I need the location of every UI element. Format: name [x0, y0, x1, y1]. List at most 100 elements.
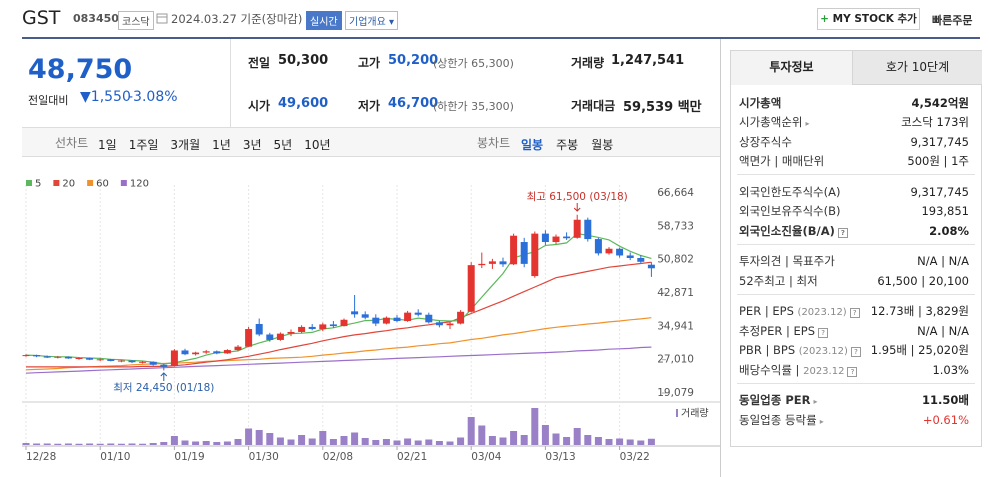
candle-body — [637, 257, 645, 262]
info-sub: 2023.12 — [803, 365, 845, 377]
interval-button[interactable]: 일봉 — [521, 138, 544, 152]
info-label-wrap: PBR | BPS (2023.12)? — [739, 343, 861, 357]
help-icon[interactable]: ? — [837, 227, 848, 238]
x-tick-label: 03/22 — [620, 451, 650, 463]
info-row: 추정PER | EPS? N/A | N/A — [739, 321, 969, 340]
candle-body — [96, 359, 104, 361]
change-label: 전일대비 — [28, 94, 69, 107]
info-label: 외국인한도주식수(A) — [739, 184, 841, 199]
info-row: PER | EPS (2023.12)? 12.73배 | 3,829원 — [739, 302, 969, 321]
summary-value: 50,200 — [388, 53, 439, 68]
info-label-wrap: 동일업종 PER ▸ — [739, 392, 817, 408]
period-button[interactable]: 1년 — [212, 138, 231, 152]
quick-order[interactable]: 빠른주문 — [932, 14, 973, 27]
info-value: 500원 | 1주 — [907, 154, 969, 168]
info-label-wrap: 외국인소진율(B/A)? — [739, 223, 848, 239]
price-chart: 12/28 01/10 01/19 01/30 02/08 02/21 03/04 03/13… — [22, 179, 720, 463]
tab[interactable]: 호가 10단계 — [852, 51, 982, 85]
link-arrow: ▸ — [819, 416, 824, 426]
period-button[interactable]: 3년 — [242, 138, 262, 152]
info-row: 52주최고 | 최저 61,500 | 20,100 — [739, 271, 969, 290]
info-value: 1.03% — [932, 362, 969, 377]
help-icon[interactable]: ? — [850, 347, 861, 357]
info-value: 코스닥 173위 — [901, 115, 969, 129]
y-tick-label: 42,871 — [657, 287, 694, 299]
legend-swatch — [26, 180, 32, 186]
info-value: 12.73배 | 3,829원 — [870, 304, 969, 318]
ma-line — [25, 232, 652, 365]
info-label-wrap: 배당수익률 | 2023.12? — [739, 362, 858, 378]
period-button[interactable]: 1일 — [98, 138, 117, 152]
candle-body — [139, 361, 147, 363]
period-button[interactable]: 3개월 — [170, 138, 201, 152]
company-menu-label[interactable]: 기업개요 — [349, 17, 386, 28]
legend-label: 20 — [62, 179, 75, 190]
volume-bar — [117, 443, 125, 445]
mystock-label[interactable]: MY STOCK 추가 — [832, 13, 917, 25]
candle-body — [382, 317, 390, 324]
interval-button[interactable]: 월봉 — [591, 138, 614, 152]
mystock-button[interactable]: + MY STOCK 추가 — [817, 8, 920, 30]
volume-bar — [425, 439, 433, 445]
summary-value: 1,247,541 — [611, 53, 685, 68]
y-tick-label: 50,802 — [657, 254, 694, 266]
volume-bar — [446, 441, 454, 445]
info-label: 동일업종 PER — [739, 393, 811, 407]
candle-body — [107, 359, 115, 361]
y-tick-label: 66,664 — [657, 187, 694, 199]
candle-body — [531, 233, 539, 277]
volume-bar — [563, 437, 571, 445]
volume-bar — [329, 439, 337, 445]
volume-bar — [647, 438, 655, 445]
volume-bar — [361, 438, 369, 445]
low-annotation: 최저 24,450 (01/18) — [113, 382, 214, 394]
x-tick-label: 03/04 — [471, 451, 502, 463]
help-icon[interactable]: ? — [818, 327, 829, 338]
volume-bar — [552, 433, 560, 445]
info-row: 액면가 | 매매단위 500원 | 1주 — [739, 152, 969, 171]
help-icon[interactable]: ? — [849, 308, 860, 318]
volume-bar — [149, 443, 157, 445]
candle-body — [266, 334, 274, 340]
candle-body — [584, 219, 592, 240]
volume-bar — [414, 440, 422, 445]
info-row: 외국인보유주식수(B) 193,851 — [739, 202, 969, 221]
volume-bar — [107, 443, 115, 445]
info-row: 동일업종 등락률 ▸ +0.61% — [739, 410, 969, 429]
period-button[interactable]: 1주일 — [128, 138, 159, 152]
link-arrow: ▸ — [805, 119, 810, 128]
info-label-wrap: 52주최고 | 최저 — [739, 273, 818, 289]
header-rule — [22, 37, 980, 39]
company-menu[interactable]: 기업개요 ▾ — [345, 11, 399, 30]
info-value: +0.61% — [922, 412, 969, 427]
summary-label: 전일 — [248, 56, 271, 70]
interval-button[interactable]: 주봉 — [556, 138, 579, 152]
candle-body — [361, 314, 369, 318]
y-tick-label: 34,941 — [657, 320, 694, 332]
x-tick-label: 02/21 — [397, 451, 427, 463]
volume-bar — [393, 440, 401, 445]
help-icon[interactable]: ? — [847, 366, 858, 377]
info-sub: (2023.12) — [798, 346, 848, 357]
volume-bar — [128, 443, 136, 445]
tab[interactable]: 투자정보 — [731, 51, 852, 85]
candle-body — [510, 235, 518, 265]
info-value: 4,542억원 — [911, 95, 969, 110]
candle-body — [54, 356, 62, 358]
change-rate: -3.08% — [128, 89, 178, 105]
candle-body — [594, 239, 602, 254]
info-label: 투자의견 | 목표주가 — [739, 254, 835, 268]
candle-body — [488, 261, 496, 264]
candle-body — [22, 355, 30, 357]
period-button[interactable]: 10년 — [304, 138, 331, 152]
period-button[interactable]: 5년 — [273, 138, 293, 152]
volume-bar — [245, 428, 253, 445]
ma-line — [25, 317, 652, 371]
summary-value: 49,600 — [278, 96, 329, 111]
legend-label: 120 — [130, 179, 149, 190]
info-value: 9,317,745 — [910, 184, 969, 199]
candle-chart-label: 봉차트 — [477, 136, 511, 150]
high-annotation: 최고 61,500 (03/18) — [527, 191, 628, 203]
candle-body — [245, 329, 253, 347]
candle-body — [170, 350, 178, 367]
